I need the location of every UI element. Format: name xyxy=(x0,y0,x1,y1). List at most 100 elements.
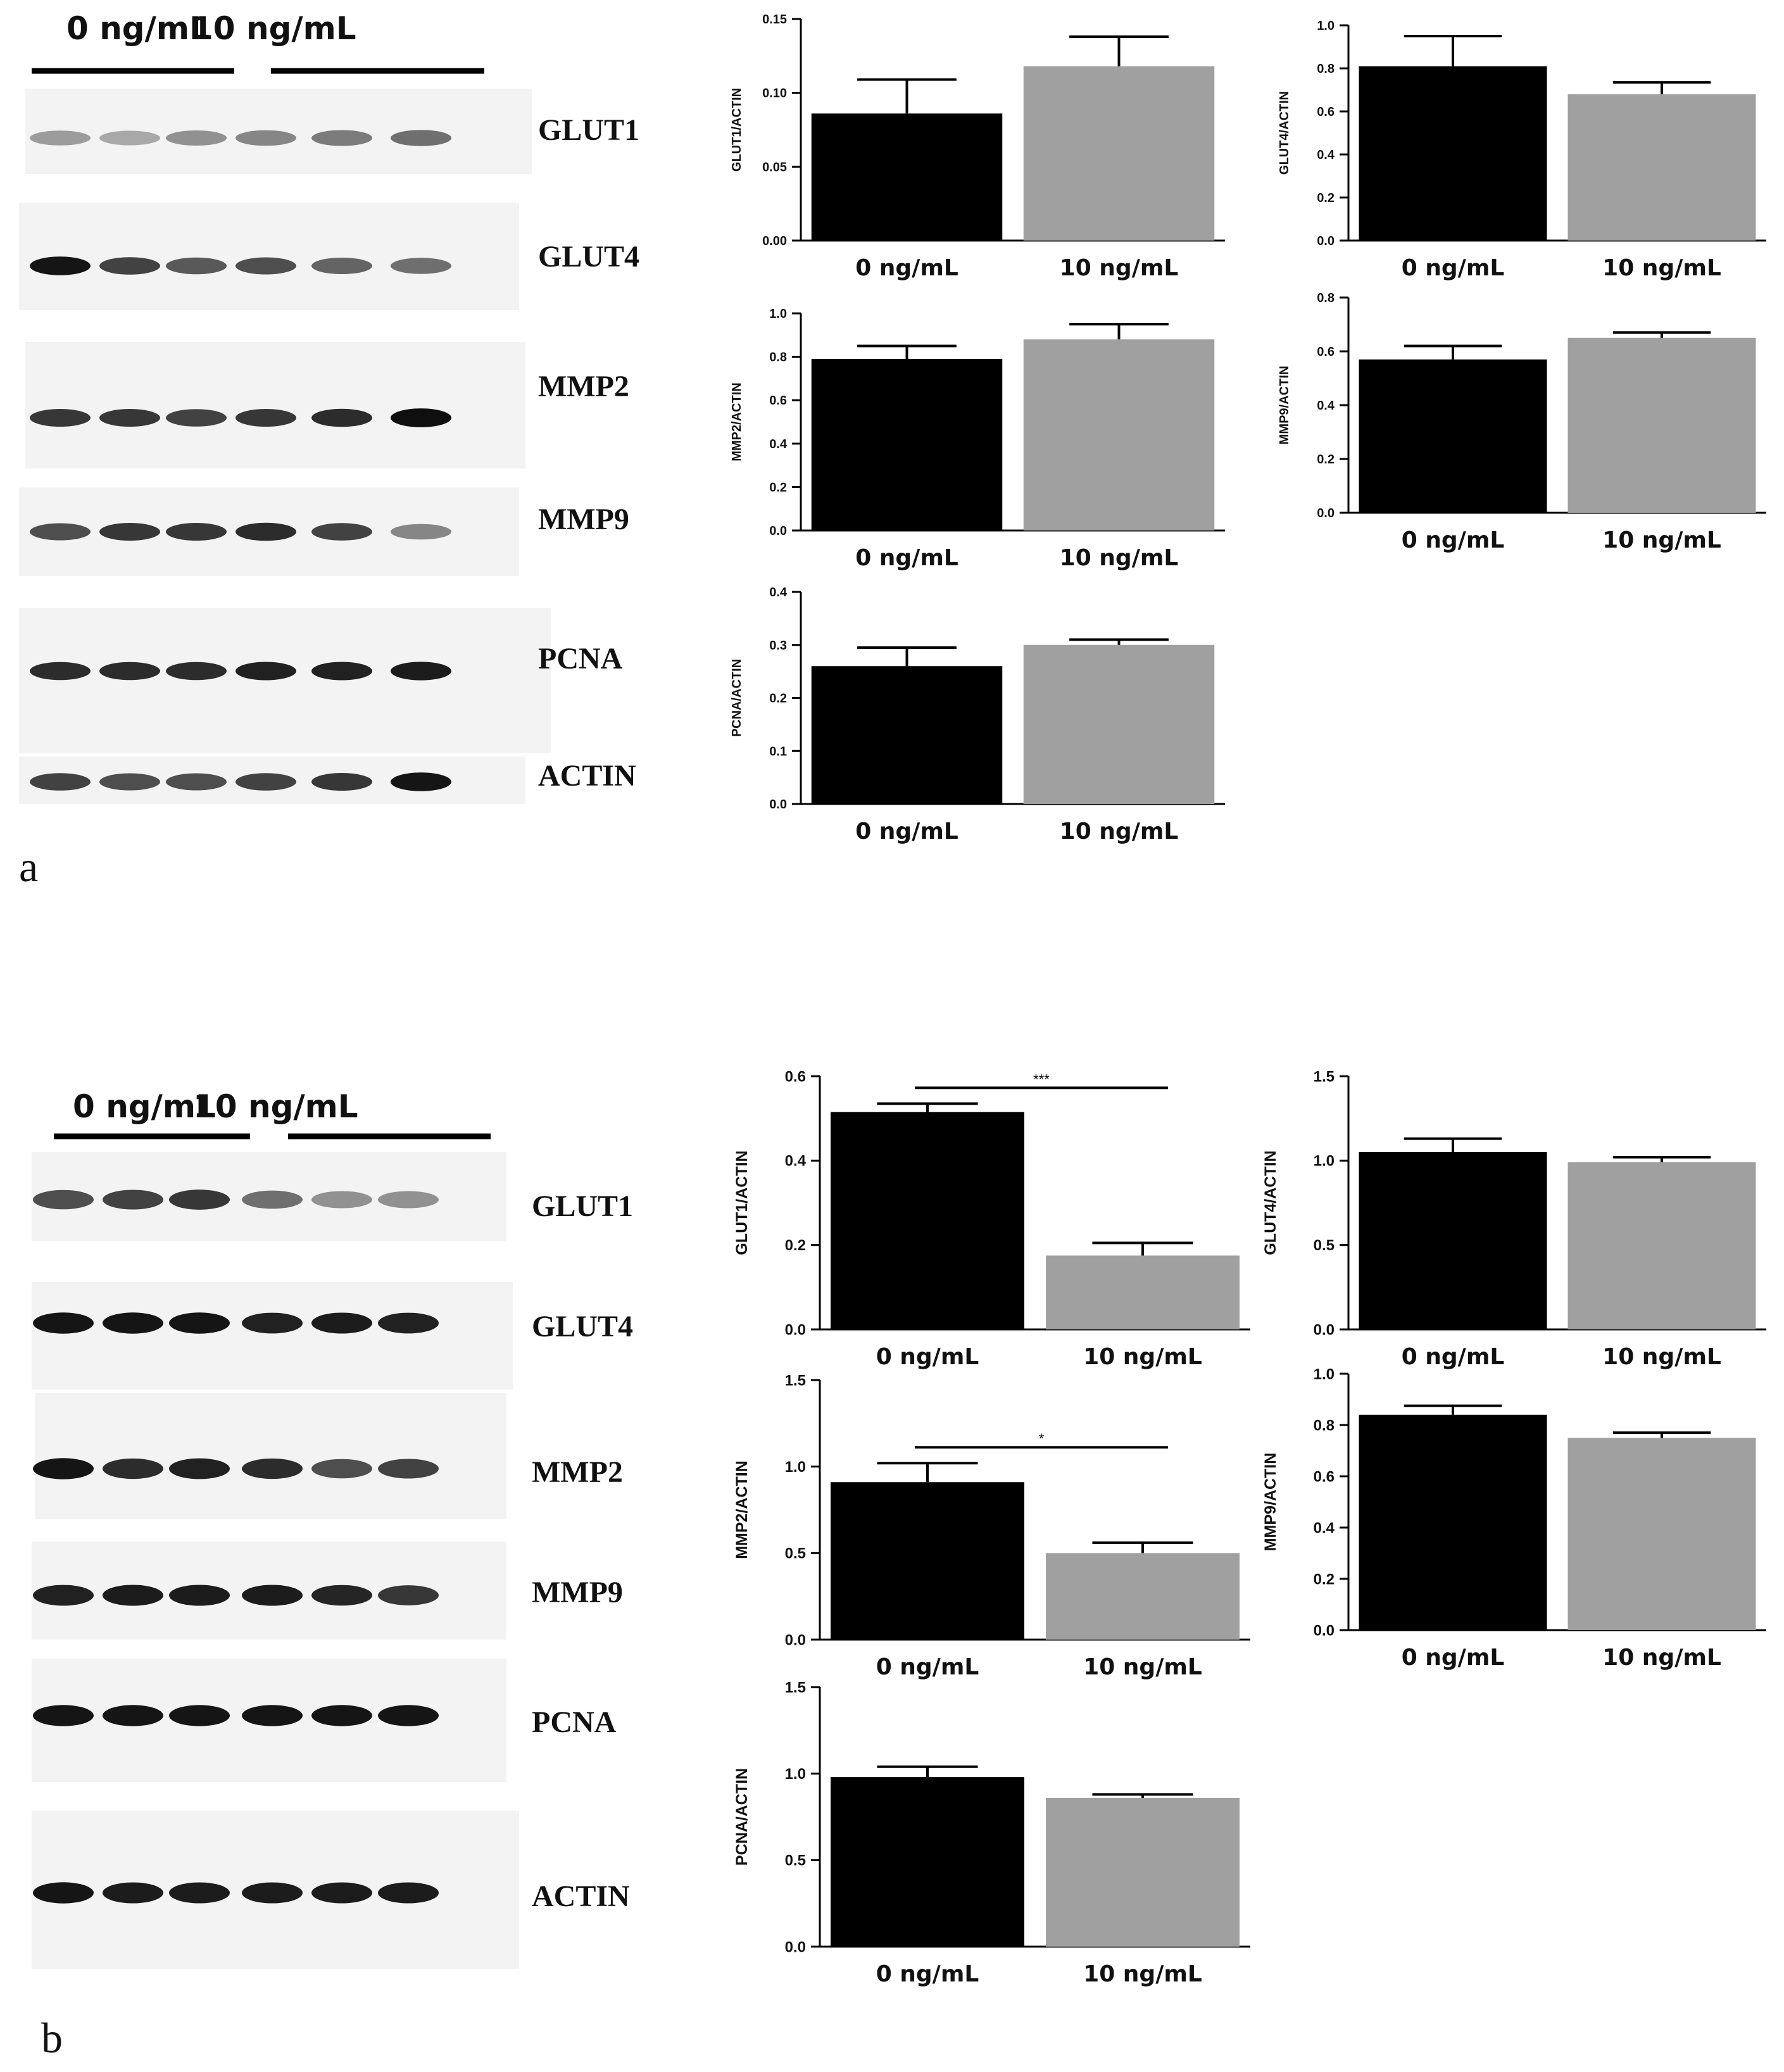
x-tick-label-0-ng-ml: 0 ng/mL xyxy=(876,1344,979,1370)
blot-band xyxy=(236,130,296,146)
y-tick-label: 0.8 xyxy=(1317,291,1335,305)
blot-strip xyxy=(32,1282,513,1390)
x-tick-label-0-ng-ml: 0 ng/mL xyxy=(855,255,958,281)
y-axis-label: GLUT4/ACTIN xyxy=(1262,1150,1279,1255)
blot-group-label-10-ng-ml: 10 ng/mL xyxy=(191,10,356,47)
y-tick-label: 0.0 xyxy=(785,1631,806,1648)
blot-band xyxy=(103,1705,163,1726)
blot-band xyxy=(33,1585,94,1606)
blot-group-label-0-ng-ml: 0 ng/mL xyxy=(73,1088,216,1125)
blot-band xyxy=(33,1458,94,1479)
y-tick-label: 0.2 xyxy=(1317,191,1335,205)
blot-band xyxy=(166,409,227,427)
y-tick-label: 0.6 xyxy=(1317,105,1335,119)
x-tick-label-0-ng-ml: 0 ng/mL xyxy=(855,545,958,571)
y-tick-label: 0.6 xyxy=(785,1068,806,1085)
x-tick-label-10-ng-ml: 10 ng/mL xyxy=(1083,1961,1202,1987)
blot-band xyxy=(236,257,296,275)
blot-band xyxy=(391,524,451,540)
blot-band xyxy=(242,1882,303,1904)
x-tick-label-10-ng-ml: 10 ng/mL xyxy=(1083,1344,1202,1370)
blot-band xyxy=(166,130,227,146)
blot-band xyxy=(311,1705,372,1726)
blot-band xyxy=(30,408,91,427)
y-tick-label: 1.0 xyxy=(785,1459,806,1476)
y-tick-label: 0.5 xyxy=(785,1545,806,1562)
y-tick-label: 0.2 xyxy=(785,1237,806,1254)
y-tick-label: 0.0 xyxy=(1317,234,1335,248)
x-tick-label-0-ng-ml: 0 ng/mL xyxy=(1402,527,1505,553)
bar-10-ng-ml xyxy=(1567,1438,1756,1630)
blot-band xyxy=(378,1882,439,1904)
blot-band xyxy=(33,1882,94,1904)
y-tick-label: 0.6 xyxy=(769,394,787,408)
blot-band xyxy=(378,1459,439,1479)
y-tick-label: 0.4 xyxy=(1314,1519,1335,1536)
x-tick-label-0-ng-ml: 0 ng/mL xyxy=(876,1654,979,1680)
blot-band xyxy=(169,1458,230,1479)
blot-band xyxy=(311,1312,372,1334)
blot-row-mmp2: MMP2 xyxy=(25,342,629,468)
blot-band xyxy=(311,1882,372,1904)
y-tick-label: 1.0 xyxy=(785,1766,806,1783)
blot-row-mmp9: MMP9 xyxy=(19,487,629,576)
bar-chart-a-glut1-actin: 0.00 0.05 0.10 0.15 GLUT1/ACTIN 0 ng/mL 10 ng/… xyxy=(730,13,1225,281)
blot-band xyxy=(169,1882,230,1904)
blot-band xyxy=(242,1585,303,1606)
bar-chart-a-mmp9-actin: 0.0 0.2 0.4 0.6 0.8 MMP9/ACTIN 0 ng/mL 10 ng/mL xyxy=(1278,291,1766,553)
blot-band xyxy=(311,130,372,146)
y-tick-label: 0.5 xyxy=(1314,1237,1335,1254)
y-tick-label: 0.4 xyxy=(1317,399,1335,413)
y-tick-label: 0.2 xyxy=(769,692,787,706)
bar-0-ng-ml xyxy=(811,113,1003,241)
y-axis-label: GLUT4/ACTIN xyxy=(1278,91,1291,175)
x-tick-label-10-ng-ml: 10 ng/mL xyxy=(1083,1654,1202,1680)
x-tick-label-10-ng-ml: 10 ng/mL xyxy=(1602,527,1721,553)
blot-band xyxy=(169,1705,230,1726)
x-tick-label-0-ng-ml: 0 ng/mL xyxy=(1402,1645,1505,1671)
blot-protein-label-mmp2: MMP2 xyxy=(538,370,629,403)
blot-band xyxy=(169,1312,230,1334)
y-tick-label: 1.5 xyxy=(785,1679,806,1696)
blot-band xyxy=(391,662,451,681)
blot-protein-label-glut1: GLUT1 xyxy=(532,1190,633,1223)
blot-strip xyxy=(25,342,525,468)
blot-band xyxy=(378,1585,439,1605)
bar-0-ng-ml xyxy=(1359,1152,1547,1329)
y-axis-label: PCNA/ACTIN xyxy=(733,1768,751,1866)
blot-band xyxy=(391,258,451,274)
x-tick-label-10-ng-ml: 10 ng/mL xyxy=(1602,255,1721,281)
bar-chart-a-pcna-actin: 0.0 0.1 0.2 0.3 0.4 PCNA/ACTIN 0 ng/mL 10 ng/mL xyxy=(730,586,1225,844)
blot-row-pcna: PCNA xyxy=(32,1659,617,1782)
blot-band xyxy=(236,773,296,791)
blot-protein-label-pcna: PCNA xyxy=(532,1705,617,1739)
blot-band xyxy=(236,662,296,681)
blot-band xyxy=(166,662,227,681)
blot-band xyxy=(311,1191,372,1209)
blot-band xyxy=(99,773,160,791)
blot-row-mmp9: MMP9 xyxy=(32,1541,623,1640)
y-tick-label: 1.0 xyxy=(1314,1366,1335,1383)
y-tick-label: 0.2 xyxy=(1314,1571,1335,1588)
y-tick-label: 0.3 xyxy=(769,639,787,653)
blot-row-actin: ACTIN xyxy=(19,757,636,804)
blot-band xyxy=(391,772,451,791)
panel-letter-a: a xyxy=(19,843,39,891)
bar-chart-a-glut4-actin: 0.0 0.2 0.4 0.6 0.8 1.0 GLUT4/ACTIN 0 ng/mL 10 n… xyxy=(1278,19,1766,281)
bar-0-ng-ml xyxy=(831,1482,1024,1640)
bar-10-ng-ml xyxy=(1567,1162,1756,1329)
y-tick-label: 0.4 xyxy=(1317,148,1335,162)
blot-protein-label-glut4: GLUT4 xyxy=(532,1310,633,1343)
y-axis-label: GLUT1/ACTIN xyxy=(730,88,744,172)
blot-row-glut4: GLUT4 xyxy=(32,1282,633,1390)
blot-protein-label-glut1: GLUT1 xyxy=(538,113,639,147)
blot-band xyxy=(103,1458,163,1479)
y-tick-label: 0.0 xyxy=(785,1321,806,1338)
y-tick-label: 0.6 xyxy=(1317,345,1335,359)
bar-0-ng-ml xyxy=(811,359,1003,531)
blot-band xyxy=(99,130,160,146)
blot-band xyxy=(166,257,227,275)
blot-protein-label-mmp9: MMP9 xyxy=(532,1576,623,1609)
blot-band xyxy=(236,408,296,427)
